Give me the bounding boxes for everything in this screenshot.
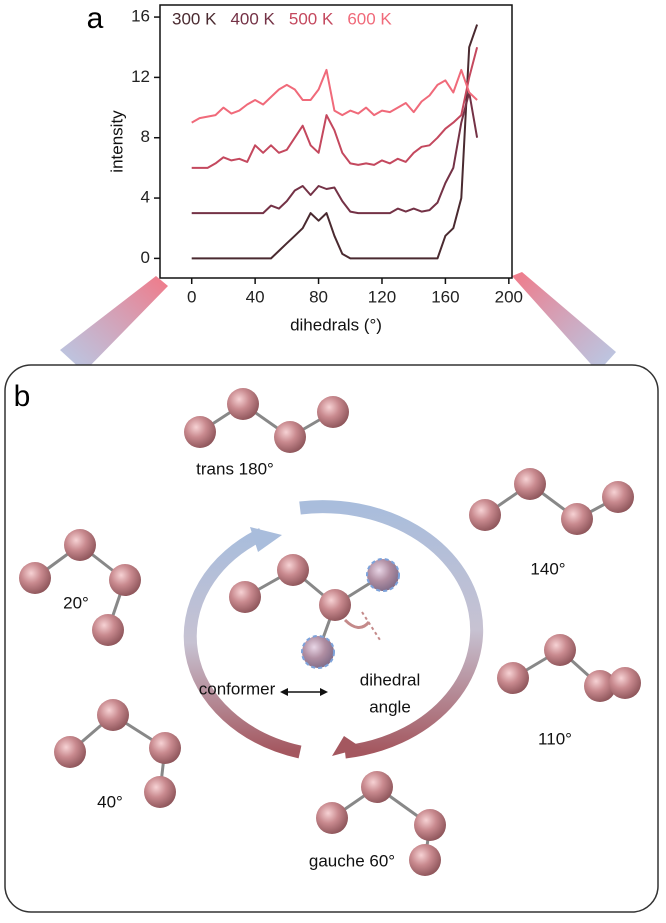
atom [109, 564, 141, 596]
y-tick-label: 0 [141, 248, 150, 267]
y-tick-label: 16 [131, 7, 150, 26]
atom [92, 614, 124, 646]
atom [54, 736, 86, 768]
x-tick-label: 80 [309, 287, 328, 306]
ring-arrow [183, 528, 302, 759]
chart: 0 40 80 120 160 200 0 4 8 12 16 dihedrals (°) intens… [107, 4, 523, 334]
atom [19, 562, 51, 594]
x-tick-label: 160 [431, 287, 459, 306]
conformer-label: gauche 60° [309, 851, 395, 870]
legend-entry: 300 K [172, 9, 217, 28]
atom [361, 771, 393, 803]
center-label: conformer [199, 679, 276, 698]
conformer-label: trans 180° [196, 459, 274, 478]
ring-arrow [299, 500, 484, 759]
y-axis-label: intensity [107, 110, 126, 173]
y-tick-label: 4 [141, 188, 150, 207]
atom [301, 635, 335, 669]
conformer-label: 20° [63, 593, 89, 612]
plot-frame [159, 4, 513, 279]
atom [602, 481, 634, 513]
legend-entry: 600 K [347, 9, 392, 28]
atom [229, 581, 261, 613]
conformer-label: 110° [538, 729, 572, 748]
arrow-head [332, 736, 362, 756]
center-label: angle [369, 697, 411, 716]
x-tick-label: 200 [495, 287, 523, 306]
center-label: dihedral [360, 670, 421, 689]
atom [64, 529, 96, 561]
atom [414, 809, 446, 841]
atom [317, 396, 349, 428]
legend-entry: 500 K [289, 9, 334, 28]
series-line [191, 24, 479, 260]
x-axis-label: dihedrals (°) [290, 315, 382, 334]
atom [149, 732, 181, 764]
x-tick-label: 0 [187, 287, 196, 306]
diagram: trans 180° 140° 20° 110° 40° gauche 60° confor… [19, 388, 641, 876]
conformer-label: 40° [97, 792, 123, 811]
atom [319, 589, 351, 621]
series-line [191, 46, 479, 169]
arrow-head [250, 527, 282, 552]
atom [366, 558, 400, 592]
series-line [191, 68, 478, 124]
atom [97, 699, 129, 731]
panel-label: b [14, 380, 31, 413]
series-line [191, 91, 479, 215]
atom [514, 468, 546, 500]
atom [144, 776, 176, 808]
atom [274, 421, 306, 453]
atom [609, 667, 641, 699]
arrow-head [320, 688, 328, 696]
panel-label: a [87, 2, 104, 35]
atom [584, 670, 616, 702]
atom [227, 388, 259, 420]
atom [469, 499, 501, 531]
atom [544, 634, 576, 666]
x-tick-label: 40 [246, 287, 265, 306]
zoom-beam [512, 272, 616, 372]
atom [184, 416, 216, 448]
arrow-head [280, 688, 288, 696]
zoom-beam [60, 276, 168, 372]
y-tick-label: 8 [141, 127, 150, 146]
x-tick-label: 120 [368, 287, 396, 306]
legend-entry: 400 K [230, 9, 275, 28]
atom [497, 662, 529, 694]
atom [316, 802, 348, 834]
panel-b-frame [4, 364, 659, 913]
atom [561, 503, 593, 535]
y-tick-label: 12 [131, 67, 150, 86]
atom [277, 554, 309, 586]
conformer-label: 140° [530, 559, 565, 578]
rotation-mark [343, 618, 371, 629]
atom [409, 844, 441, 876]
